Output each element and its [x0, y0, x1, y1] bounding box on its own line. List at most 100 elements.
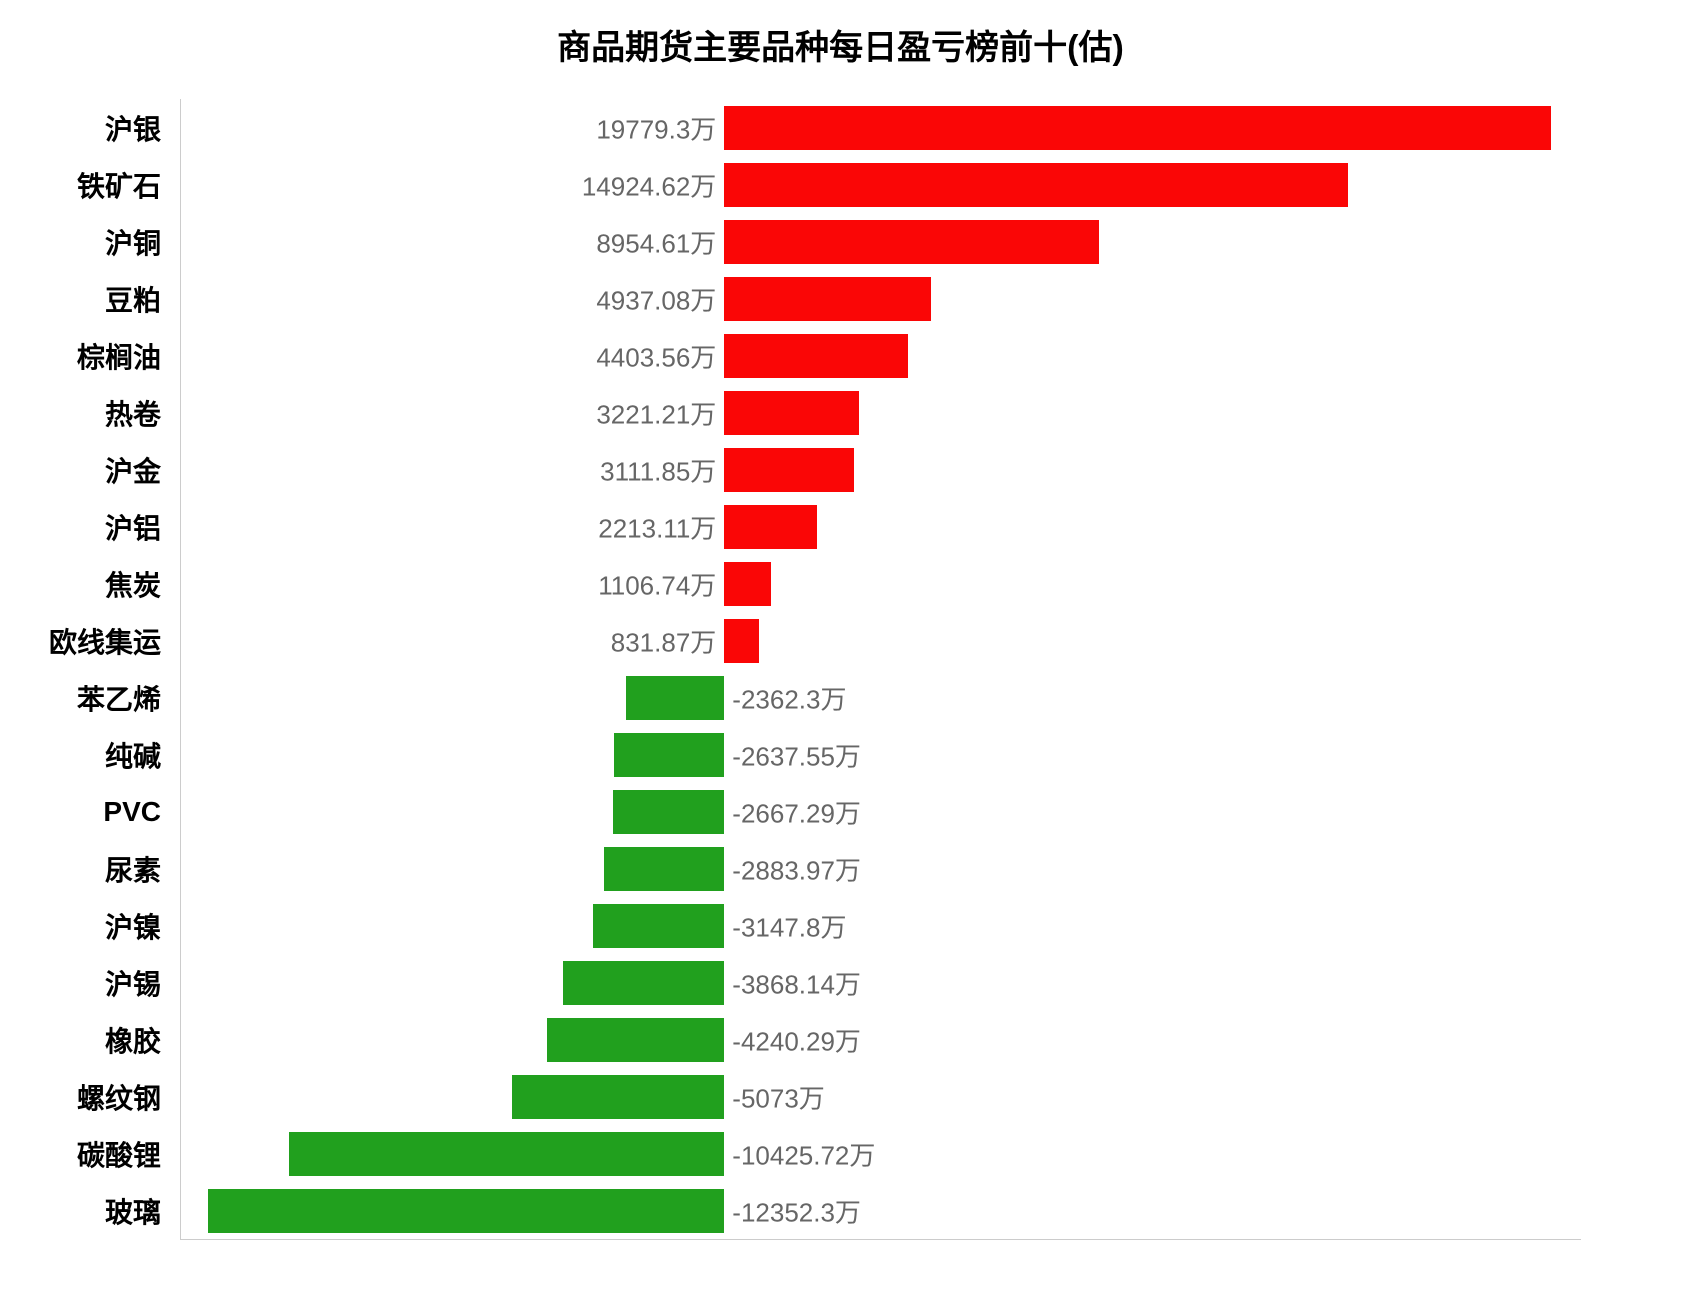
bar-track: 3111.85万 — [181, 441, 1581, 498]
category-label: 纯碱 — [0, 735, 161, 775]
category-label: 碳酸锂 — [0, 1134, 161, 1174]
bar — [724, 448, 854, 492]
value-label: -2362.3万 — [732, 679, 846, 716]
value-label: -2667.29万 — [732, 793, 861, 830]
bar — [724, 277, 930, 321]
value-label: 4403.56万 — [596, 337, 716, 374]
bar-track: 1106.74万 — [181, 555, 1581, 612]
value-label: -2883.97万 — [732, 850, 861, 887]
bar — [512, 1075, 724, 1119]
category-label: 沪银 — [0, 108, 161, 148]
category-label: 橡胶 — [0, 1020, 161, 1060]
chart-title: 商品期货主要品种每日盈亏榜前十(估) — [60, 20, 1621, 69]
value-label: 8954.61万 — [596, 223, 716, 260]
bar — [614, 733, 724, 777]
bar-row: 螺纹钢-5073万 — [181, 1068, 1581, 1125]
bar — [289, 1132, 725, 1176]
bar — [604, 847, 725, 891]
bar-track: -3147.8万 — [181, 897, 1581, 954]
bar-row: 热卷3221.21万 — [181, 384, 1581, 441]
bar — [613, 790, 724, 834]
bar-track: 4937.08万 — [181, 270, 1581, 327]
value-label: -4240.29万 — [732, 1021, 861, 1058]
bar-track: 8954.61万 — [181, 213, 1581, 270]
value-label: -3147.8万 — [732, 907, 846, 944]
category-label: 热卷 — [0, 393, 161, 433]
category-label: 螺纹钢 — [0, 1077, 161, 1117]
bar — [593, 904, 725, 948]
bar — [626, 676, 725, 720]
bar-row: 沪铝2213.11万 — [181, 498, 1581, 555]
bar-track: -4240.29万 — [181, 1011, 1581, 1068]
bar — [724, 220, 1098, 264]
category-label: 沪锡 — [0, 963, 161, 1003]
value-label: -2637.55万 — [732, 736, 861, 773]
bar-row: 焦炭1106.74万 — [181, 555, 1581, 612]
category-label: 棕榈油 — [0, 336, 161, 376]
bar-row: 欧线集运831.87万 — [181, 612, 1581, 669]
bar-row: PVC-2667.29万 — [181, 783, 1581, 840]
bar-track: -5073万 — [181, 1068, 1581, 1125]
category-label: 玻璃 — [0, 1191, 161, 1231]
bar-track: -10425.72万 — [181, 1125, 1581, 1182]
bar-track: 2213.11万 — [181, 498, 1581, 555]
bar-row: 尿素-2883.97万 — [181, 840, 1581, 897]
value-label: -12352.3万 — [732, 1192, 861, 1229]
bar-row: 沪银19779.3万 — [181, 99, 1581, 156]
category-label: 苯乙烯 — [0, 678, 161, 718]
value-label: 1106.74万 — [598, 565, 716, 602]
plot-area: 沪银19779.3万铁矿石14924.62万沪铜8954.61万豆粕4937.0… — [180, 99, 1581, 1240]
category-label: 沪铝 — [0, 507, 161, 547]
bar-track: -3868.14万 — [181, 954, 1581, 1011]
bar-track: 19779.3万 — [181, 99, 1581, 156]
bar-row: 橡胶-4240.29万 — [181, 1011, 1581, 1068]
bar-track: -2362.3万 — [181, 669, 1581, 726]
bar-track: -2667.29万 — [181, 783, 1581, 840]
bar — [724, 106, 1551, 150]
bar-row: 豆粕4937.08万 — [181, 270, 1581, 327]
category-label: 欧线集运 — [0, 621, 161, 661]
bar-row: 碳酸锂-10425.72万 — [181, 1125, 1581, 1182]
value-label: 4937.08万 — [596, 280, 716, 317]
category-label: 豆粕 — [0, 279, 161, 319]
bar — [563, 961, 725, 1005]
category-label: 焦炭 — [0, 564, 161, 604]
category-label: 铁矿石 — [0, 165, 161, 205]
bar-row: 沪镍-3147.8万 — [181, 897, 1581, 954]
bar — [547, 1018, 724, 1062]
value-label: 3221.21万 — [596, 394, 716, 431]
bar-row: 沪金3111.85万 — [181, 441, 1581, 498]
bar-track: 831.87万 — [181, 612, 1581, 669]
value-label: 831.87万 — [611, 622, 717, 659]
bar-row: 沪铜8954.61万 — [181, 213, 1581, 270]
bar-track: -2883.97万 — [181, 840, 1581, 897]
bar-track: -2637.55万 — [181, 726, 1581, 783]
category-label: 尿素 — [0, 849, 161, 889]
bar-row: 纯碱-2637.55万 — [181, 726, 1581, 783]
bar-track: 14924.62万 — [181, 156, 1581, 213]
bar-track: 4403.56万 — [181, 327, 1581, 384]
bar — [724, 562, 770, 606]
bar-row: 沪锡-3868.14万 — [181, 954, 1581, 1011]
bar-row: 玻璃-12352.3万 — [181, 1182, 1581, 1239]
value-label: 19779.3万 — [596, 109, 716, 146]
bar — [724, 391, 859, 435]
bar — [724, 334, 908, 378]
chart-container: 商品期货主要品种每日盈亏榜前十(估) 沪银19779.3万铁矿石14924.62… — [0, 0, 1681, 1300]
value-label: -10425.72万 — [732, 1135, 875, 1172]
bar-track: -12352.3万 — [181, 1182, 1581, 1239]
bar — [724, 505, 816, 549]
value-label: 3111.85万 — [600, 451, 716, 488]
value-label: 2213.11万 — [598, 508, 716, 545]
value-label: -5073万 — [732, 1078, 825, 1115]
bar-row: 铁矿石14924.62万 — [181, 156, 1581, 213]
bar — [724, 619, 759, 663]
category-label: 沪金 — [0, 450, 161, 490]
value-label: -3868.14万 — [732, 964, 861, 1001]
category-label: 沪镍 — [0, 906, 161, 946]
bar-row: 棕榈油4403.56万 — [181, 327, 1581, 384]
bar — [208, 1189, 724, 1233]
category-label: PVC — [0, 796, 161, 828]
bar — [724, 163, 1348, 207]
value-label: 14924.62万 — [582, 166, 716, 203]
